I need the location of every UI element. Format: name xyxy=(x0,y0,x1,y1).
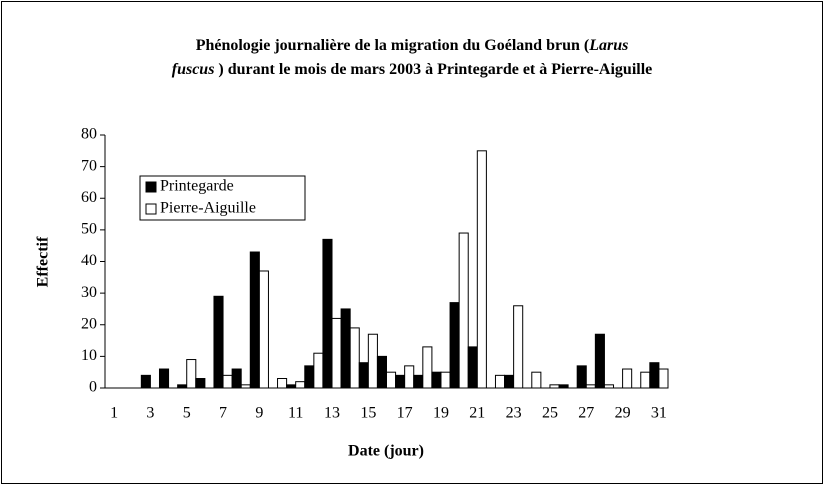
legend-swatch xyxy=(145,203,157,215)
bar xyxy=(195,378,206,389)
bar xyxy=(277,378,288,389)
x-tick-label: 31 xyxy=(651,405,667,422)
bar xyxy=(531,371,542,389)
bar xyxy=(585,384,596,389)
bar xyxy=(558,384,569,389)
chart-title-line2: fuscus ) durant le mois de mars 2003 à P… xyxy=(172,61,653,78)
bar xyxy=(213,295,224,389)
bar xyxy=(322,238,333,389)
y-tick-label: 40 xyxy=(81,252,97,269)
y-tick-label: 50 xyxy=(81,221,97,238)
x-tick-label: 29 xyxy=(615,405,631,422)
bar xyxy=(594,333,605,389)
bar xyxy=(349,327,360,389)
bar xyxy=(286,384,297,389)
x-tick-label: 11 xyxy=(288,405,303,422)
bar xyxy=(395,374,406,389)
bar xyxy=(603,384,615,389)
legend-label: Pierre-Aiguille xyxy=(160,200,256,217)
bar xyxy=(622,368,633,389)
bar xyxy=(640,371,651,389)
bar xyxy=(295,381,306,389)
bar xyxy=(404,365,415,389)
bar xyxy=(177,384,188,389)
bar xyxy=(413,374,424,389)
bar xyxy=(222,374,233,389)
x-tick-label: 5 xyxy=(183,405,191,422)
title-part: ) durant le mois de mars 2003 à Printega… xyxy=(214,61,652,78)
bar xyxy=(504,374,515,389)
legend-box xyxy=(139,175,306,221)
y-tick-label: 0 xyxy=(89,379,97,396)
x-tick-label: 9 xyxy=(255,405,263,422)
bar xyxy=(231,368,242,389)
chart-title-line1: Phénologie journalière de la migration d… xyxy=(196,37,629,54)
y-tick-label: 20 xyxy=(81,315,97,332)
x-tick-label: 7 xyxy=(219,405,227,422)
bar xyxy=(358,362,369,389)
y-tick-label: 60 xyxy=(81,189,97,206)
bar xyxy=(649,362,660,389)
bar xyxy=(476,150,487,389)
bar xyxy=(458,232,469,389)
bar xyxy=(513,305,524,389)
y-axis-label: Effectif xyxy=(35,236,52,287)
y-tick-label: 70 xyxy=(81,157,97,174)
x-tick-label: 15 xyxy=(360,405,376,422)
x-tick-label: 19 xyxy=(433,405,449,422)
title-part: Larus xyxy=(588,37,628,54)
bar xyxy=(340,308,351,389)
bar xyxy=(249,251,260,389)
x-axis-label: Date (jour) xyxy=(348,443,424,460)
bar xyxy=(186,359,197,389)
bar xyxy=(440,371,451,389)
bar xyxy=(549,384,560,389)
x-tick-label: 27 xyxy=(578,405,594,422)
bar xyxy=(313,352,324,389)
bar xyxy=(367,333,378,389)
bar xyxy=(258,270,269,389)
bar xyxy=(467,346,478,389)
bar xyxy=(304,365,315,389)
bar xyxy=(240,384,251,389)
legend-swatch xyxy=(145,181,157,193)
bar xyxy=(658,368,669,389)
y-tick-label: 10 xyxy=(81,347,97,364)
x-tick-label: 25 xyxy=(542,405,558,422)
bar xyxy=(158,368,170,389)
bar xyxy=(576,365,587,389)
x-tick-label: 23 xyxy=(506,405,522,422)
x-tick-label: 1 xyxy=(110,405,118,422)
bar xyxy=(140,374,151,389)
x-tick-label: 13 xyxy=(324,405,340,422)
bar xyxy=(494,374,506,389)
legend-label: Printegarde xyxy=(160,178,234,195)
bar xyxy=(431,371,442,389)
title-part: Phénologie journalière de la migration d… xyxy=(196,37,590,54)
bar xyxy=(449,302,460,389)
y-tick-label: 80 xyxy=(81,126,97,143)
x-tick-label: 21 xyxy=(469,405,485,422)
bar xyxy=(386,371,397,389)
bar xyxy=(376,355,387,389)
y-tick-label: 30 xyxy=(81,284,97,301)
title-part: fuscus xyxy=(172,61,215,78)
x-tick-label: 3 xyxy=(146,405,154,422)
bar xyxy=(422,346,433,389)
x-tick-label: 17 xyxy=(397,405,413,422)
bar xyxy=(331,317,342,389)
